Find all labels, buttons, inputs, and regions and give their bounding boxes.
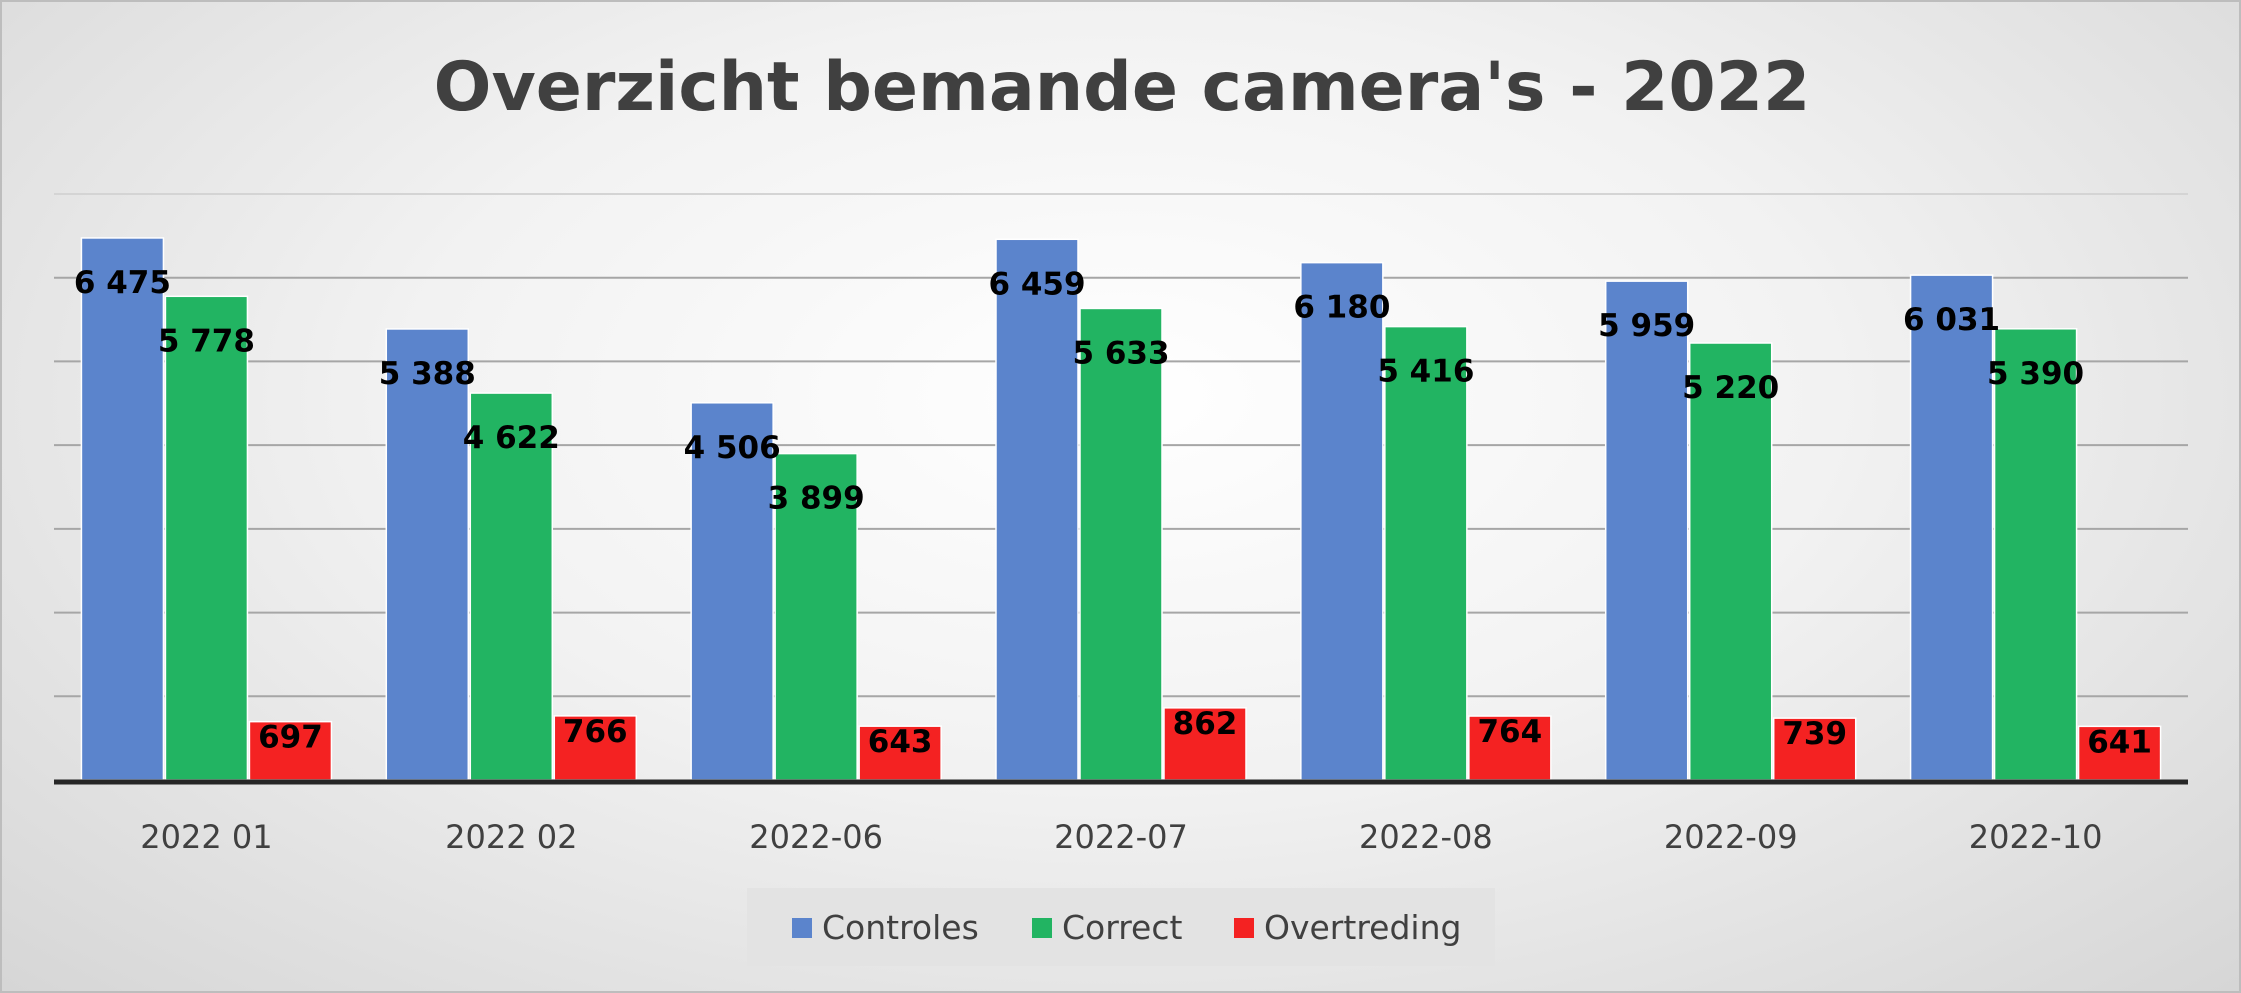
bar-correct-1: [469, 392, 554, 781]
x-tick-label: 2022-09: [1664, 818, 1798, 856]
bar-correct-0: [164, 295, 249, 781]
data-label: 764: [1477, 714, 1542, 750]
x-tick-label: 2022-08: [1359, 818, 1493, 856]
legend-swatch-controles: [792, 918, 812, 938]
x-tick-label: 2022-07: [1054, 818, 1188, 856]
bar-overtreding-3: [1163, 707, 1247, 781]
bar-overtreding-1: [553, 715, 638, 781]
data-label: 739: [1782, 716, 1847, 752]
bar-correct-2: [774, 452, 858, 781]
bar-controles-6: [1909, 274, 1994, 781]
bar-controles-3: [995, 238, 1079, 781]
bar-correct-6: [1993, 328, 2078, 781]
bar-controles-0: [80, 237, 165, 781]
data-label: 5 633: [1072, 335, 1169, 371]
bar-overtreding-6: [2077, 725, 2162, 781]
bar-correct-3: [1079, 307, 1163, 781]
legend-swatch-correct: [1032, 918, 1052, 938]
legend: Controles Correct Overtreding: [747, 888, 1495, 966]
bar-correct-4: [1384, 325, 1468, 781]
data-label: 862: [1173, 706, 1238, 742]
data-label: 5 388: [379, 356, 476, 392]
data-label: 643: [868, 724, 933, 760]
x-tick-label: 2022 02: [445, 818, 577, 856]
data-label: 5 778: [158, 323, 255, 359]
x-tick-label: 2022-10: [1969, 818, 2103, 856]
bar-correct-5: [1688, 342, 1773, 781]
data-label: 6 475: [74, 265, 171, 301]
legend-label-correct: Correct: [1062, 908, 1183, 947]
x-tick-label: 2022 01: [140, 818, 272, 856]
x-tick-label: 2022-06: [749, 818, 883, 856]
data-label: 3 899: [768, 481, 865, 517]
data-label: 6 459: [988, 266, 1085, 302]
legend-label-controles: Controles: [822, 908, 979, 947]
bar-overtreding-4: [1468, 715, 1552, 781]
bar-controles-2: [690, 402, 774, 781]
data-label: 4 506: [684, 430, 781, 466]
data-label: 6 180: [1293, 290, 1390, 326]
data-labels: 6 475 5 778 697 5 388 4 622 766 4 506 3 899 643 6…: [74, 265, 2152, 760]
legend-background: [747, 888, 1495, 966]
data-label: 4 622: [463, 420, 560, 456]
x-axis: 2022 01 2022 02 2022-06 2022-07 2022-08 2022-…: [54, 779, 2188, 856]
data-label: 5 959: [1598, 308, 1695, 344]
bars: [80, 237, 2162, 781]
data-label: 6 031: [1903, 302, 2000, 338]
bar-overtreding-2: [858, 725, 942, 781]
data-label: 697: [258, 720, 323, 756]
bar-controles-4: [1300, 261, 1384, 781]
chart-title: Overzicht bemande camera's - 2022: [434, 48, 1811, 127]
bar-controles-1: [385, 328, 470, 781]
data-label: 5 390: [1987, 356, 2084, 392]
data-label: 5 416: [1377, 354, 1474, 390]
data-label: 5 220: [1682, 370, 1779, 406]
data-label: 766: [563, 714, 628, 750]
bar-controles-5: [1604, 280, 1689, 781]
data-label: 641: [2087, 724, 2152, 760]
legend-swatch-overtreding: [1234, 918, 1254, 938]
legend-label-overtreding: Overtreding: [1264, 908, 1461, 947]
